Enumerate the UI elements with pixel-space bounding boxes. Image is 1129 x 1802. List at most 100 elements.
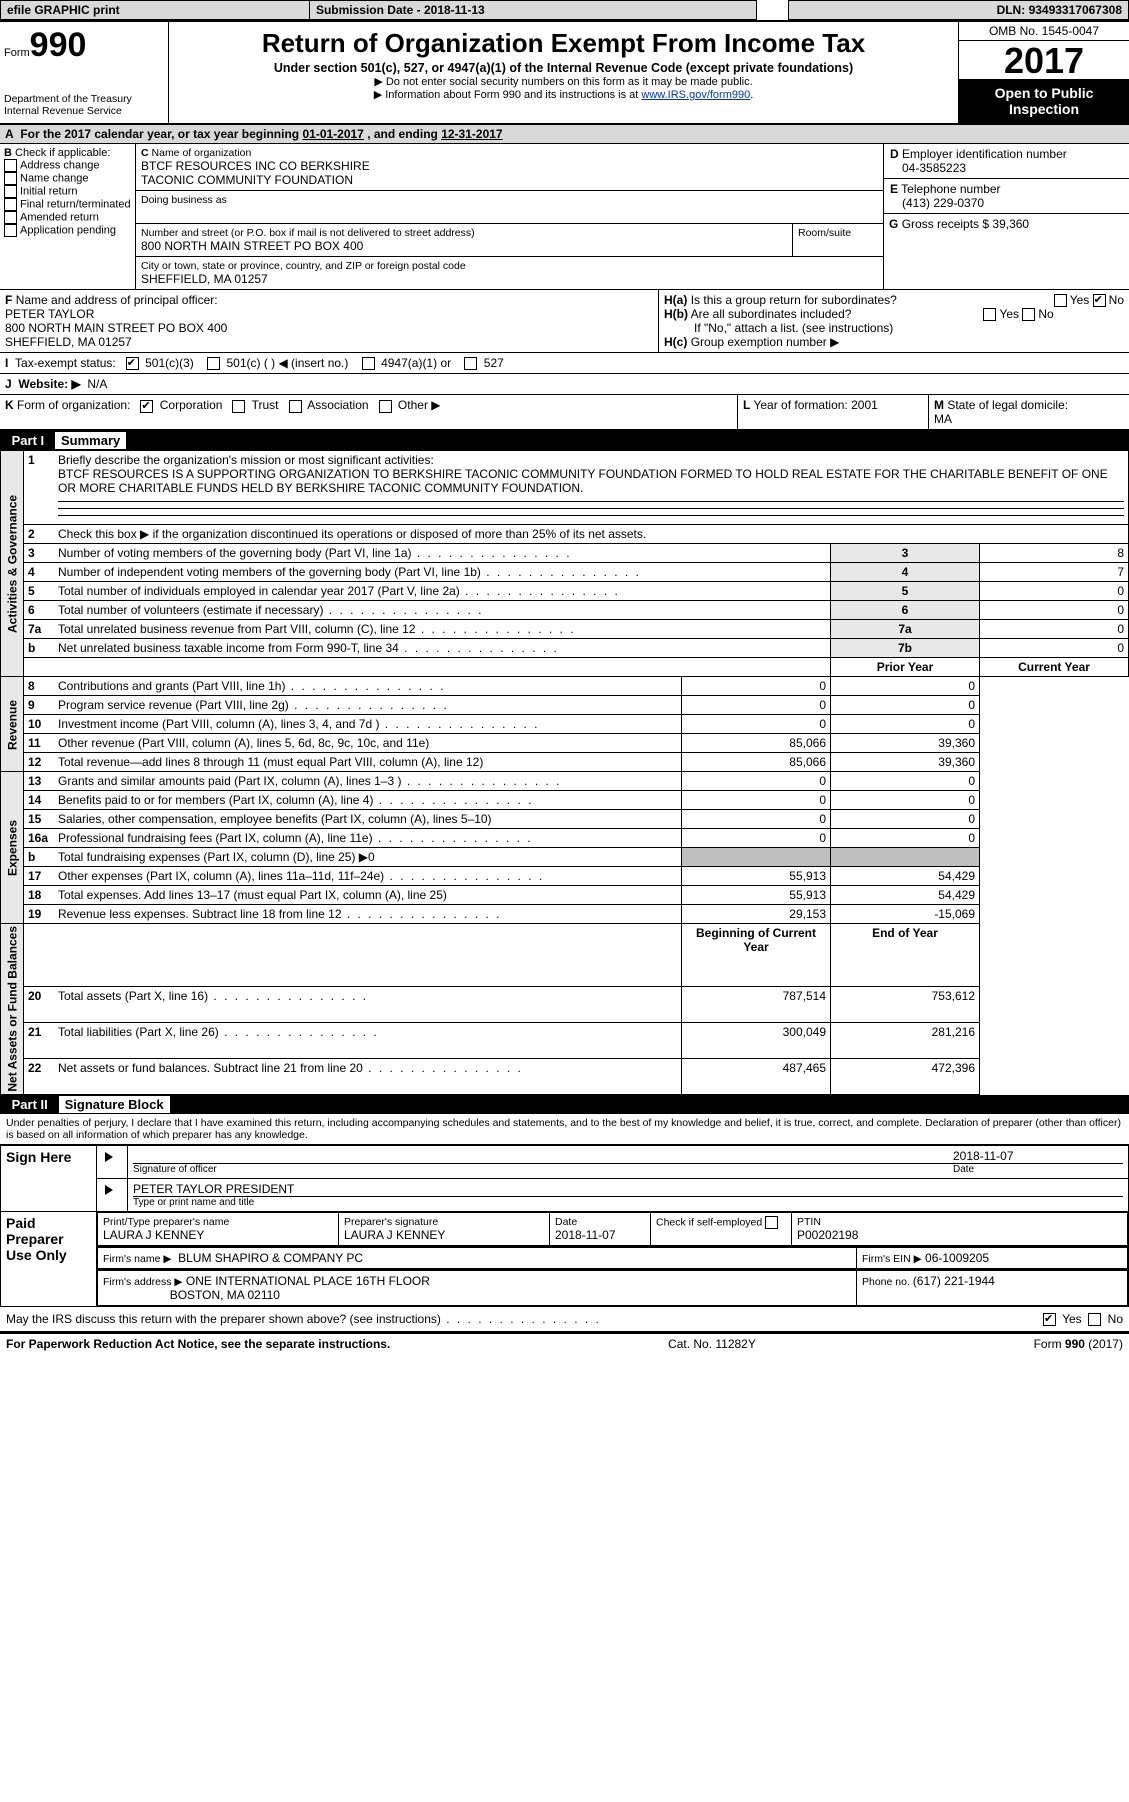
section-k: K Form of organization: Corporation Trus…: [0, 395, 738, 429]
i-opt-2: 4947(a)(1) or: [381, 356, 451, 370]
b-item-4: Amended return: [20, 211, 99, 223]
na-p-20: 787,514: [682, 986, 831, 1022]
ag-v-4: 7: [980, 563, 1129, 582]
k-opt-3: Other ▶: [398, 398, 441, 412]
cb-527[interactable]: [464, 357, 477, 370]
ag-v-5: 0: [980, 582, 1129, 601]
prep-sig-label: Preparer's signature: [344, 1216, 544, 1228]
rev-c-10: 0: [831, 715, 980, 734]
d-label: Employer identification number: [902, 147, 1067, 161]
exp-n-18: 18: [28, 888, 41, 902]
cb-hb-no[interactable]: [1022, 308, 1035, 321]
section-f: F Name and address of principal officer:…: [0, 290, 659, 352]
rev-n-10: 10: [28, 717, 41, 731]
cb-amended[interactable]: [4, 211, 17, 224]
section-deg: D Employer identification number 04-3585…: [883, 144, 1129, 289]
exp-n-15: 15: [28, 812, 41, 826]
b-item-0: Address change: [20, 159, 100, 171]
ag-t-7a: Total unrelated business revenue from Pa…: [58, 622, 576, 636]
hb-no: No: [1038, 307, 1053, 321]
firm-ein: 06-1009205: [925, 1251, 989, 1265]
cb-corp[interactable]: [140, 400, 153, 413]
cb-4947[interactable]: [362, 357, 375, 370]
rev-p-10: 0: [682, 715, 831, 734]
arrow-icon: [105, 1152, 113, 1162]
ag-n-7a: 7a: [28, 622, 41, 636]
exp-c-16a: 0: [831, 829, 980, 848]
exp-p-19: 29,153: [682, 905, 831, 924]
l-label: Year of formation:: [753, 398, 851, 412]
cb-discuss-no[interactable]: [1088, 1313, 1101, 1326]
section-c: C Name of organization BTCF RESOURCES IN…: [136, 144, 883, 289]
rev-n-12: 12: [28, 755, 41, 769]
hb-yes: Yes: [999, 307, 1019, 321]
type-print-label: Type or print name and title: [133, 1196, 1123, 1208]
dln-label: DLN:: [997, 3, 1029, 17]
section-b: B Check if applicable: Address change Na…: [0, 144, 136, 289]
cb-address-change[interactable]: [4, 159, 17, 172]
ag-t-6: Total number of volunteers (estimate if …: [58, 603, 483, 617]
rev-p-8: 0: [682, 677, 831, 696]
irs-link[interactable]: www.IRS.gov/form990: [641, 89, 750, 101]
cb-hb-yes[interactable]: [983, 308, 996, 321]
note-info-pre: Information about Form 990 and its instr…: [385, 89, 641, 101]
row-a: A For the 2017 calendar year, or tax yea…: [0, 125, 1129, 144]
cb-501c[interactable]: [207, 357, 220, 370]
ag-row-4: 4Number of independent voting members of…: [1, 563, 1129, 582]
firm-phone-label: Phone no.: [862, 1276, 913, 1288]
na-c-22: 472,396: [831, 1058, 980, 1094]
cb-trust[interactable]: [232, 400, 245, 413]
efile-print-button[interactable]: efile GRAPHIC print: [1, 1, 310, 20]
k-opt-2: Association: [307, 398, 368, 412]
website-value: N/A: [87, 377, 107, 391]
m-label: State of legal domicile:: [947, 398, 1068, 412]
form-number: 990: [30, 26, 87, 64]
prep-sig: LAURA J KENNEY: [344, 1228, 544, 1242]
cb-501c3[interactable]: [126, 357, 139, 370]
cb-assoc[interactable]: [289, 400, 302, 413]
exp-c-19: -15,069: [831, 905, 980, 924]
org-name-2: TACONIC COMMUNITY FOUNDATION: [141, 173, 878, 187]
prep-name-label: Print/Type preparer's name: [103, 1216, 333, 1228]
na-p-22: 487,465: [682, 1058, 831, 1094]
cb-ha-no[interactable]: [1093, 294, 1106, 307]
ag-t-3: Number of voting members of the governin…: [58, 546, 572, 560]
rev-n-9: 9: [28, 698, 35, 712]
vlabel-ag: Activities & Governance: [1, 451, 24, 677]
discuss-row: May the IRS discuss this return with the…: [0, 1307, 1129, 1333]
ag-t-5: Total number of individuals employed in …: [58, 584, 620, 598]
cb-other[interactable]: [379, 400, 392, 413]
cb-ha-yes[interactable]: [1054, 294, 1067, 307]
exp-n-16a: 16a: [28, 831, 48, 845]
part-i-title: Part I: [12, 433, 45, 448]
rev-n-8: 8: [28, 679, 35, 693]
open-public-1: Open to Public: [995, 85, 1094, 101]
discuss-text: May the IRS discuss this return with the…: [6, 1312, 601, 1326]
firm-phone: (617) 221-1944: [913, 1274, 995, 1288]
hb-note: If "No," attach a list. (see instruction…: [664, 321, 1124, 335]
vlabel-na: Net Assets or Fund Balances: [1, 924, 24, 1095]
cb-initial-return[interactable]: [4, 185, 17, 198]
ha-label: Is this a group return for subordinates?: [691, 293, 897, 307]
submission-date: 2018-11-13: [424, 3, 485, 17]
declaration-text: Under penalties of perjury, I declare th…: [0, 1114, 1129, 1145]
na-n-20: 20: [28, 989, 41, 1003]
cb-discuss-yes[interactable]: [1043, 1313, 1056, 1326]
na-t-20: Total assets (Part X, line 16): [58, 989, 368, 1003]
dln-value: 93493317067308: [1029, 3, 1122, 17]
prep-name: LAURA J KENNEY: [103, 1228, 333, 1242]
year-formation: 2001: [851, 398, 878, 412]
part-i-header: Part I Summary: [0, 431, 1129, 450]
exp-c-17: 54,429: [831, 867, 980, 886]
cb-name-change[interactable]: [4, 172, 17, 185]
cb-self-employed[interactable]: [765, 1216, 778, 1229]
na-t-21: Total liabilities (Part X, line 26): [58, 1025, 379, 1039]
cb-final-return[interactable]: [4, 198, 17, 211]
rev-t-8: Contributions and grants (Part VIII, lin…: [58, 679, 445, 693]
row-a-mid: , and ending: [364, 127, 441, 141]
exp-p-15: 0: [682, 810, 831, 829]
exp-t-15: Salaries, other compensation, employee b…: [58, 812, 492, 826]
cb-app-pending[interactable]: [4, 224, 17, 237]
officer-name: PETER TAYLOR: [5, 307, 653, 321]
note-ssn: Do not enter social security numbers on …: [386, 76, 753, 88]
